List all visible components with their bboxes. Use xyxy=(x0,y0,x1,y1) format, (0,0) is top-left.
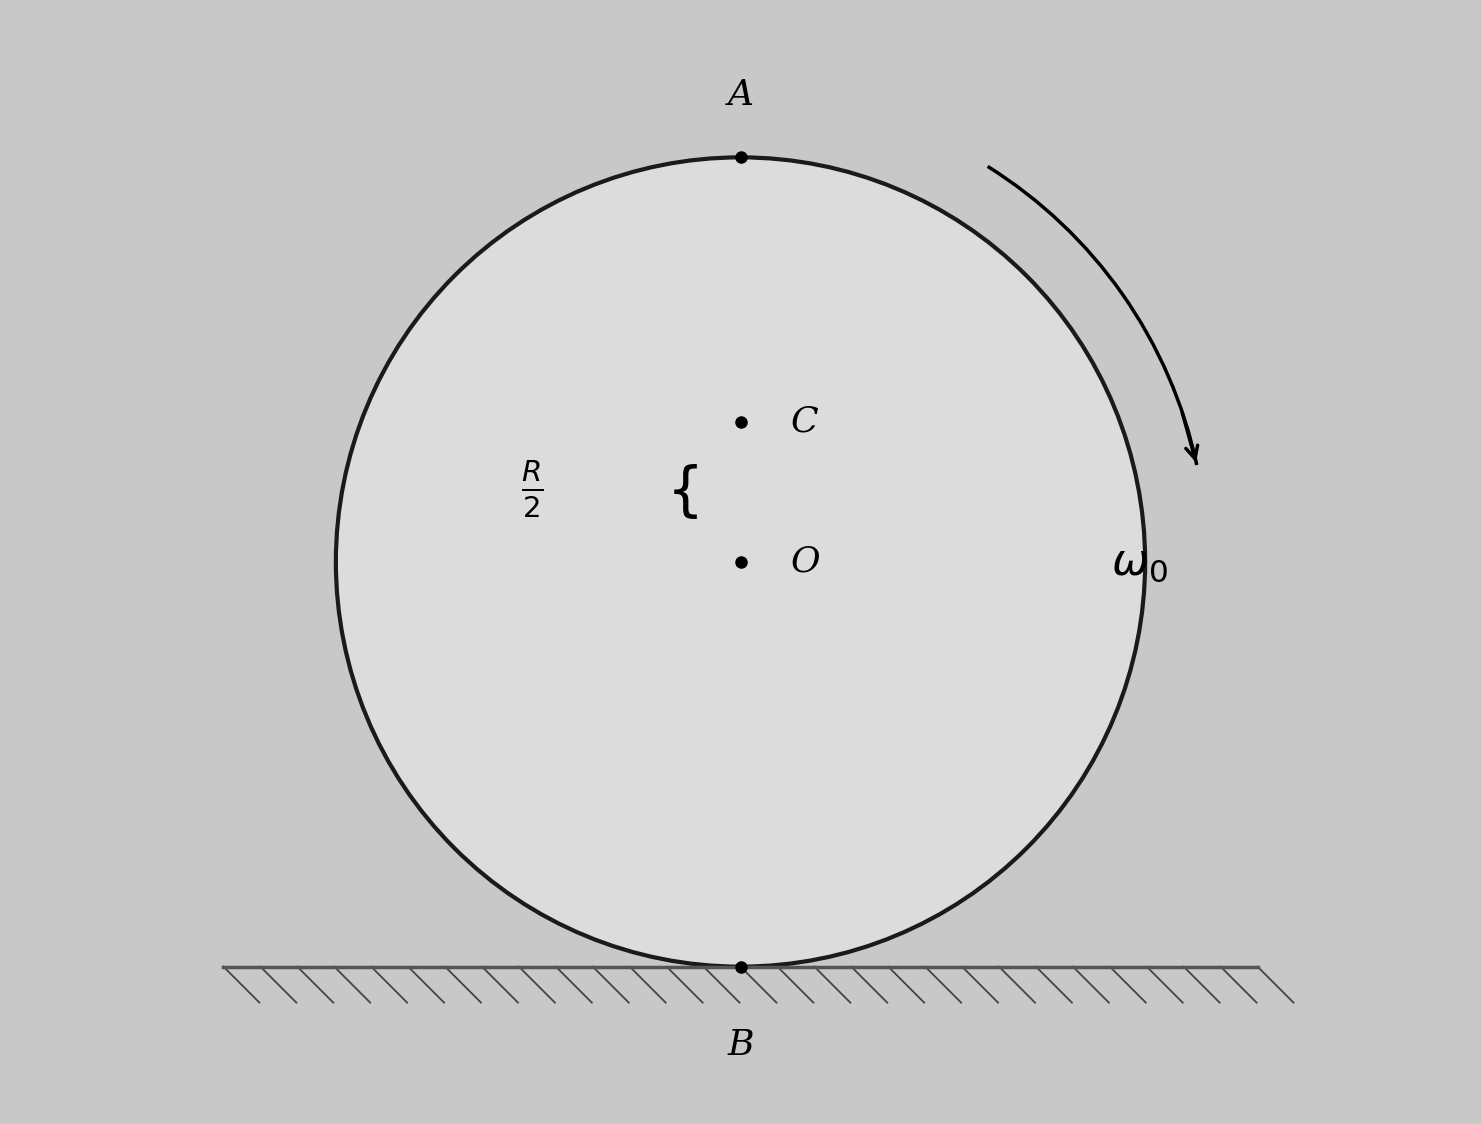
Text: $\omega_0$: $\omega_0$ xyxy=(1111,541,1169,583)
Text: B: B xyxy=(727,1028,754,1062)
Text: $\{$: $\{$ xyxy=(666,462,698,522)
Text: O: O xyxy=(791,545,820,579)
Text: C: C xyxy=(791,405,819,438)
Circle shape xyxy=(336,157,1145,967)
Text: $\frac{R}{2}$: $\frac{R}{2}$ xyxy=(521,459,544,519)
Text: A: A xyxy=(727,79,754,112)
